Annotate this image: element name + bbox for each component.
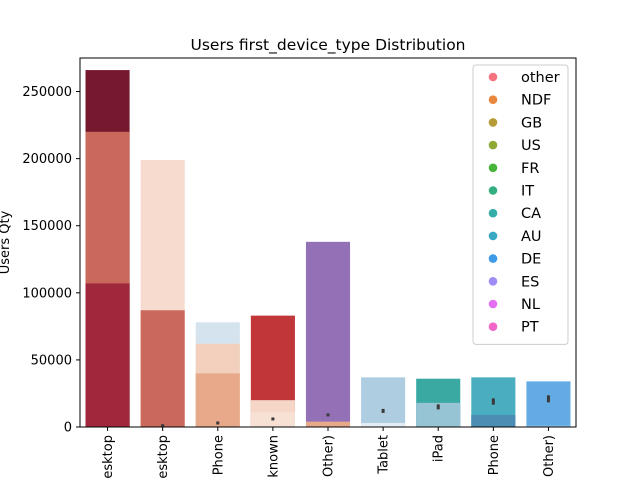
- legend-marker-US: [488, 140, 498, 150]
- y-tick-label-5: 250000: [22, 85, 72, 100]
- bar-1-layer-1: [140, 310, 185, 427]
- bar-7-layer-1: [471, 414, 516, 427]
- x-tick-label-2: Phone: [211, 435, 226, 475]
- legend-label-GB: GB: [521, 115, 542, 131]
- legend-label-ES: ES: [521, 274, 539, 290]
- x-axis: esktop esktop Phone known Other) Tablet iPad Ph…: [101, 427, 557, 479]
- legend-marker-NL: [488, 299, 498, 309]
- bar-5-layer-0: [361, 377, 406, 427]
- bar-4-layer-1: [305, 421, 351, 427]
- y-tick-label-3: 150000: [22, 219, 72, 234]
- legend-marker-PT: [488, 322, 498, 332]
- legend-label-DE: DE: [521, 252, 541, 268]
- y-tick-label-1: 50000: [31, 353, 72, 368]
- legend-marker-CA: [488, 208, 498, 218]
- x-tick-label-3: known: [266, 435, 281, 478]
- legend-box: [472, 64, 569, 345]
- legend-label-US: US: [521, 138, 541, 154]
- error-bar-7: [491, 398, 495, 405]
- x-tick-label-7: Phone: [487, 435, 502, 475]
- bar-8-layer-0: [526, 381, 571, 427]
- chart-title: Users first_device_type Distribution: [190, 36, 465, 55]
- legend-label-AU: AU: [521, 229, 542, 245]
- bar-0-layer-2: [85, 283, 130, 427]
- legend-marker-AU: [488, 231, 498, 241]
- legend-label-other: other: [521, 70, 560, 86]
- legend-marker-DE: [488, 254, 498, 263]
- y-tick-label-0: 0: [64, 421, 72, 436]
- legend-marker-other: [488, 72, 498, 82]
- y-axis: 0 50000 100000 150000 200000 250000: [22, 85, 80, 436]
- legend-marker-GB: [488, 118, 498, 127]
- error-bar-5: [381, 408, 385, 413]
- x-tick-label-0: esktop: [101, 435, 116, 479]
- error-bar-6: [436, 404, 440, 410]
- bars-group: [85, 70, 571, 428]
- x-tick-label-8: Other): [542, 435, 557, 477]
- bar-8-layer-1: [526, 425, 571, 427]
- legend-marker-NDF: [488, 95, 498, 104]
- legend-marker-IT: [488, 186, 498, 195]
- error-bar-8: [546, 395, 550, 403]
- legend-marker-ES: [488, 277, 498, 286]
- y-axis-label: Users Qty: [0, 210, 13, 274]
- y-tick-label-2: 100000: [22, 286, 72, 301]
- legend: other NDF GB US FR IT CA AU DE ES NL PT: [472, 64, 569, 345]
- x-tick-label-1: esktop: [156, 435, 171, 479]
- error-bar-3: [271, 417, 275, 421]
- legend-label-CA: CA: [521, 206, 541, 222]
- legend-label-IT: IT: [521, 184, 534, 200]
- legend-label-NL: NL: [521, 297, 540, 313]
- error-bar-2: [216, 421, 220, 425]
- error-bar-4: [326, 413, 330, 417]
- error-bars-group: [161, 395, 550, 428]
- x-tick-label-5: Tablet: [377, 435, 392, 475]
- y-tick-label-4: 200000: [22, 152, 72, 167]
- bar-5-layer-1: [361, 422, 406, 427]
- legend-label-PT: PT: [521, 320, 539, 336]
- legend-marker-FR: [488, 163, 498, 173]
- error-bar-1: [161, 424, 165, 428]
- legend-label-NDF: NDF: [521, 93, 551, 109]
- legend-label-FR: FR: [521, 161, 539, 177]
- x-tick-label-4: Other): [322, 435, 337, 477]
- bar-2-layer-2: [195, 373, 240, 427]
- bar-4-layer-0: [305, 241, 351, 427]
- x-tick-label-6: iPad: [432, 435, 447, 462]
